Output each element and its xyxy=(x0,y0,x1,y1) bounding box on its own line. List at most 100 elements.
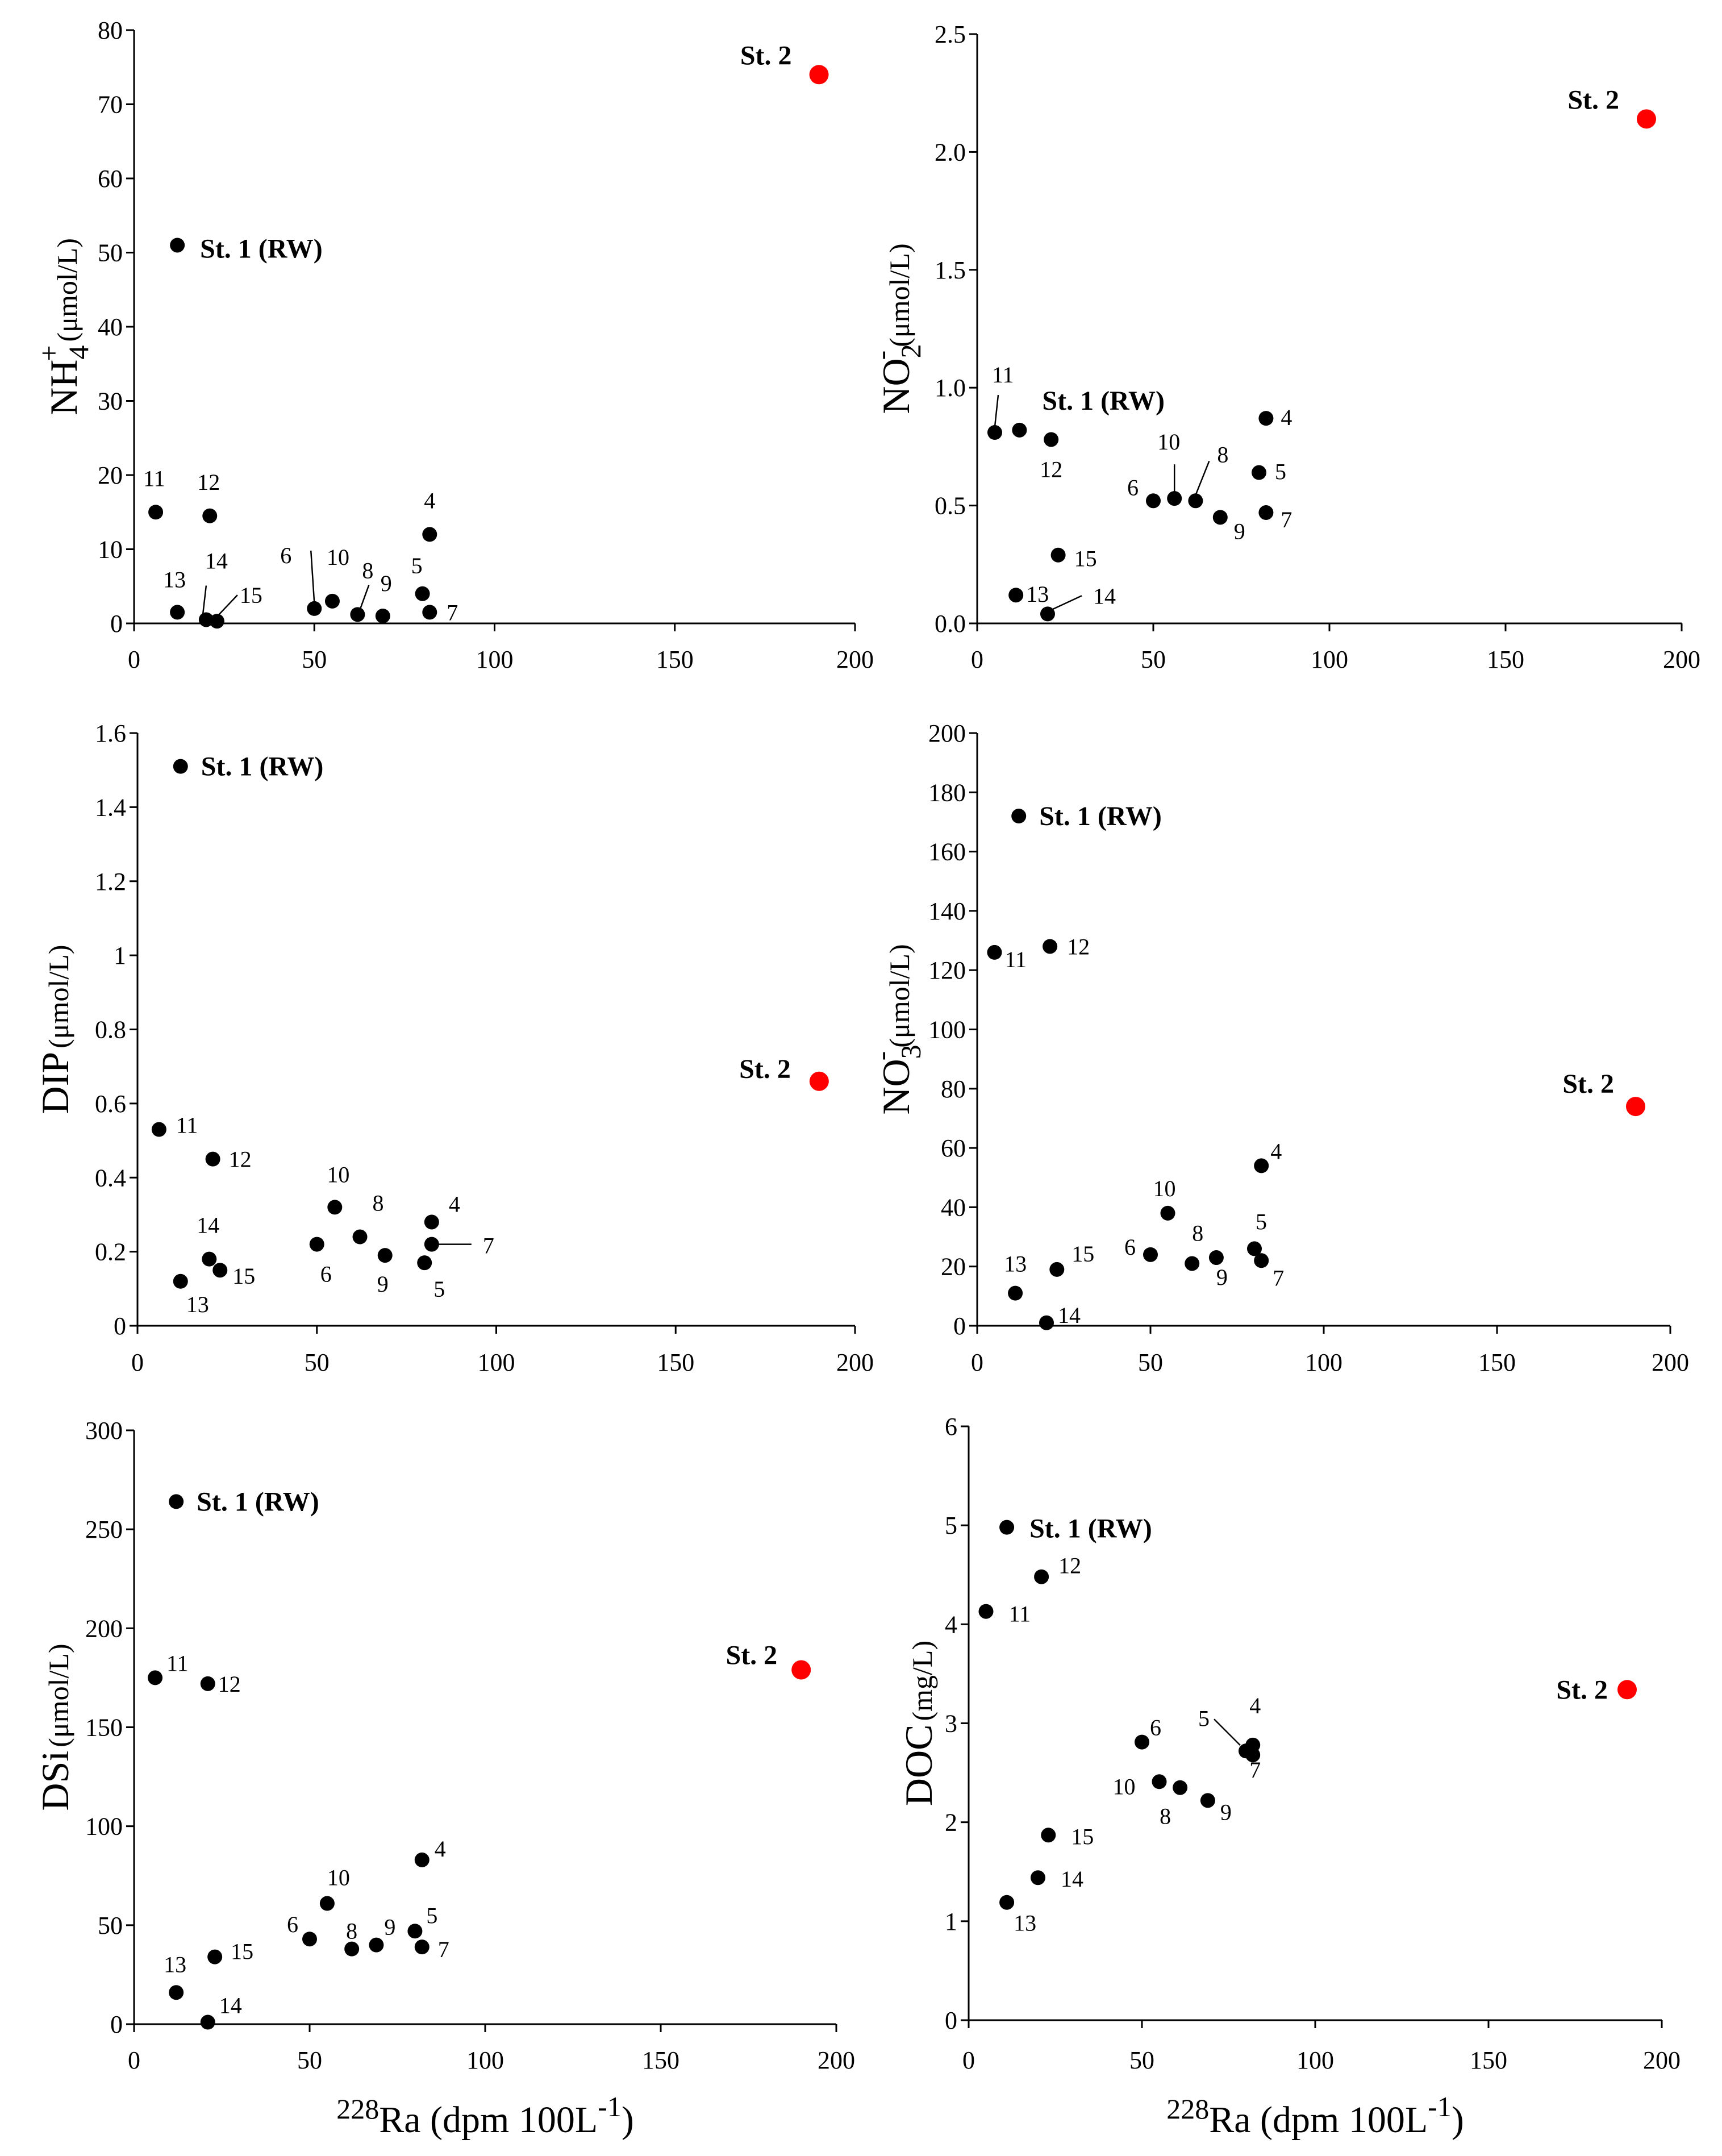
point-6 xyxy=(1135,1734,1149,1750)
point-15 xyxy=(1041,1828,1056,1843)
point-label: 4 xyxy=(449,1191,460,1217)
point-10 xyxy=(1152,1774,1167,1789)
point-8 xyxy=(1185,1256,1200,1271)
point-9 xyxy=(375,608,390,623)
y-tick-label: 1.6 xyxy=(95,719,126,747)
point-9 xyxy=(1200,1793,1215,1808)
point-label: 11 xyxy=(143,465,165,491)
point-label: 8 xyxy=(373,1191,384,1216)
x-tick-label: 100 xyxy=(478,1348,515,1376)
point-14 xyxy=(1039,1315,1054,1330)
y-tick-label: 0.5 xyxy=(935,492,966,520)
leader-line xyxy=(1049,595,1082,611)
point-st-2 xyxy=(1626,1097,1645,1117)
x-tick-label: 150 xyxy=(1470,2046,1507,2074)
point-label: 15 xyxy=(1071,1824,1094,1849)
point-9 xyxy=(377,1248,393,1263)
x-tick-label: 0 xyxy=(962,2046,975,2074)
point-14 xyxy=(202,1251,217,1267)
y-tick-label: 4 xyxy=(945,1610,957,1638)
point-11 xyxy=(151,1122,166,1137)
point-label: 8 xyxy=(1192,1220,1203,1246)
point-label: 14 xyxy=(197,1213,219,1238)
x-tick-label: 150 xyxy=(656,646,694,673)
point-label: 12 xyxy=(1058,1553,1081,1579)
point-label: 7 xyxy=(1249,1757,1261,1783)
point-label: 14 xyxy=(1061,1866,1083,1892)
x-tick-label: 200 xyxy=(1652,1348,1689,1376)
y-tick-label: 0.8 xyxy=(95,1016,126,1044)
point-st-1-rw- xyxy=(999,1520,1015,1535)
point-4 xyxy=(414,1852,430,1867)
panel-no2: 0.0 0.5 1.0 1.5 2.0 2.5 0 50 100 150 200 NO2-(μmol/… xyxy=(865,20,1700,673)
point-8 xyxy=(344,1941,360,1957)
point-label: 6 xyxy=(320,1262,332,1287)
point-st-2 xyxy=(1617,1680,1637,1700)
y-tick-label: 0.6 xyxy=(95,1090,126,1118)
point-7 xyxy=(1245,1747,1261,1763)
point-label: 6 xyxy=(1150,1715,1161,1741)
point-12 xyxy=(1044,432,1059,447)
point-label: 11 xyxy=(1005,947,1027,972)
point-5 xyxy=(415,586,430,601)
point-label: 4 xyxy=(1281,405,1292,430)
point-12 xyxy=(1034,1569,1049,1584)
y-tick-label: 50 xyxy=(98,1912,123,1939)
y-tick-label: 80 xyxy=(98,16,123,44)
point-label: 13 xyxy=(186,1292,209,1317)
point-label: 8 xyxy=(1160,1804,1171,1829)
point-label: 5 xyxy=(1198,1705,1210,1731)
station-label: St. 2 xyxy=(1556,1675,1608,1705)
y-tick-label: 1.0 xyxy=(935,374,966,402)
point-6 xyxy=(1146,493,1161,509)
point-13 xyxy=(1008,1285,1023,1301)
x-tick-label: 150 xyxy=(1478,1348,1516,1376)
y-tick-label: 1 xyxy=(114,942,126,969)
point-7 xyxy=(424,1237,439,1252)
y-tick-label: 5 xyxy=(945,1512,957,1539)
point-15 xyxy=(209,614,224,629)
point-label: 5 xyxy=(426,1903,437,1928)
x-tick-label: 0 xyxy=(971,1348,983,1376)
point-st-1-rw- xyxy=(1011,809,1027,824)
y-tick-label: 1.2 xyxy=(95,868,126,896)
point-6 xyxy=(309,1237,324,1252)
point-4 xyxy=(422,527,437,542)
x-tick-label: 50 xyxy=(297,2046,322,2074)
station-label: St. 2 xyxy=(739,1054,791,1084)
point-12 xyxy=(202,508,218,523)
leader-line xyxy=(1214,1718,1241,1746)
y-tick-label: 1.5 xyxy=(935,256,966,284)
point-label: 13 xyxy=(164,1951,186,1977)
station-label: St. 2 xyxy=(1567,85,1619,115)
point-label: 7 xyxy=(1273,1265,1284,1291)
point-st-2 xyxy=(1637,109,1656,129)
point-label: 14 xyxy=(1058,1302,1081,1328)
point-label: 9 xyxy=(1220,1799,1232,1825)
leader-line xyxy=(310,550,315,603)
point-label: 9 xyxy=(1216,1264,1228,1290)
point-label: 15 xyxy=(1071,1241,1094,1267)
point-label: 6 xyxy=(287,1912,298,1937)
point-10 xyxy=(324,593,340,609)
point-8 xyxy=(1188,493,1203,509)
y-tick-label: 2.5 xyxy=(935,20,966,48)
point-label: 9 xyxy=(384,1914,395,1940)
point-label: 14 xyxy=(219,1993,242,2018)
station-label: St. 2 xyxy=(1562,1069,1614,1099)
point-label: 14 xyxy=(205,548,228,573)
point-4 xyxy=(1254,1158,1269,1173)
point-label: 5 xyxy=(411,553,423,578)
point-7 xyxy=(1254,1253,1269,1268)
point-label: 10 xyxy=(1153,1176,1176,1201)
x-tick-label: 200 xyxy=(1643,2046,1681,2074)
point-13 xyxy=(170,605,185,620)
point-st-2 xyxy=(809,1071,829,1091)
x-tick-label: 150 xyxy=(642,2046,679,2074)
station-label: St. 1 (RW) xyxy=(200,234,323,264)
point-st-1-rw- xyxy=(170,238,185,253)
point-9 xyxy=(1212,510,1228,525)
point-label: 12 xyxy=(1067,934,1090,959)
y-tick-label: 100 xyxy=(85,1813,123,1841)
y-axis-label: DSi(μmol/L) xyxy=(34,1643,77,1810)
